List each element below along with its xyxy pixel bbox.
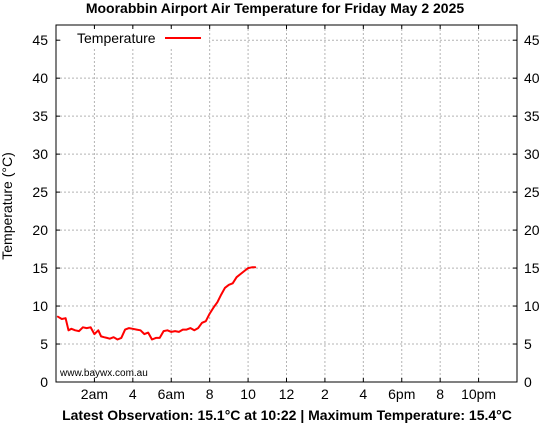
y-tick-label: 15 [32, 260, 48, 276]
y-tick-label-right: 15 [524, 260, 540, 276]
y-tick-label: 25 [32, 184, 48, 200]
x-tick-label: 6pm [388, 386, 415, 402]
x-tick-label: 6am [158, 386, 185, 402]
credit-text: www.baywx.com.au [59, 368, 148, 379]
y-tick-label: 20 [32, 222, 48, 238]
y-tick-label-right: 5 [524, 336, 532, 352]
x-tick-label: 12 [279, 386, 295, 402]
tick-layer: 0 0 5 5 10 10 15 15 20 20 25 25 30 30 35 35 40 40 45 45 2am 4… [32, 25, 540, 402]
x-tick-label: 2 [321, 386, 329, 402]
y-tick-label: 10 [32, 298, 48, 314]
y-tick-label-right: 40 [524, 70, 540, 86]
legend-label: Temperature [77, 30, 156, 46]
y-tick-label: 35 [32, 108, 48, 124]
y-tick-label: 0 [40, 374, 48, 390]
series-line-temperature [56, 266, 257, 341]
y-tick-label-right: 0 [524, 374, 532, 390]
y-tick-label-right: 30 [524, 146, 540, 162]
series-layer [56, 266, 257, 341]
legend: Temperature [61, 29, 209, 47]
y-tick-label-right: 45 [524, 32, 540, 48]
y-tick-label-right: 25 [524, 184, 540, 200]
x-tick-label: 10pm [461, 386, 496, 402]
x-tick-label: 4 [359, 386, 367, 402]
x-tick-label: 10 [240, 386, 256, 402]
y-tick-label: 30 [32, 146, 48, 162]
y-tick-label: 45 [32, 32, 48, 48]
x-tick-label: 4 [129, 386, 137, 402]
footer-observation: Latest Observation: 15.1°C at 10:22 | Ma… [62, 407, 512, 423]
x-tick-label: 8 [206, 386, 214, 402]
y-axis-label: Temperature (°C) [0, 152, 15, 260]
y-tick-label: 5 [40, 336, 48, 352]
legend-box [61, 29, 209, 47]
x-tick-label: 8 [436, 386, 444, 402]
grid-layer [56, 25, 517, 382]
chart-title: Moorabbin Airport Air Temperature for Fr… [86, 0, 465, 16]
y-tick-label-right: 35 [524, 108, 540, 124]
y-tick-label-right: 10 [524, 298, 540, 314]
x-tick-label: 2am [81, 386, 108, 402]
y-tick-label: 40 [32, 70, 48, 86]
y-tick-label-right: 20 [524, 222, 540, 238]
plot-frame [55, 24, 518, 383]
